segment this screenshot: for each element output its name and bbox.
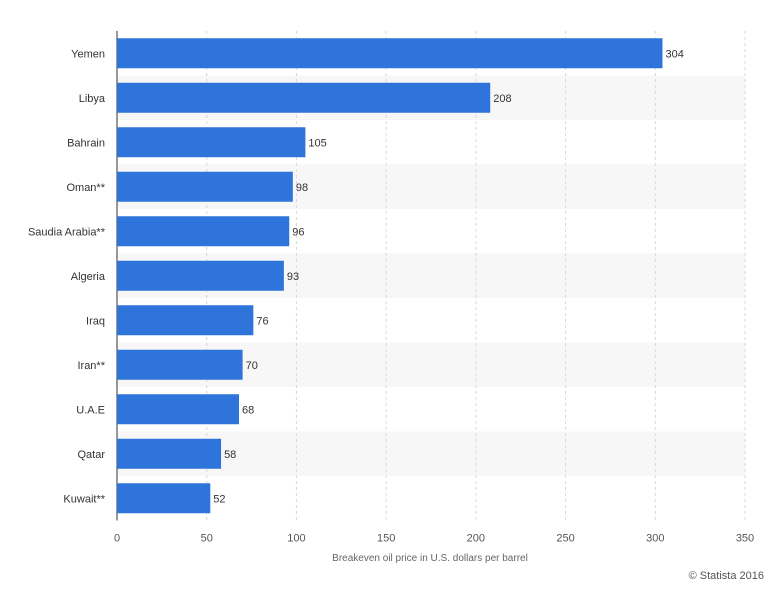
row-band — [117, 431, 745, 476]
category-label: U.A.E — [76, 404, 105, 416]
value-label: 70 — [246, 360, 258, 372]
bar — [117, 349, 243, 380]
bar — [117, 305, 254, 336]
bar — [117, 38, 663, 69]
bar — [117, 171, 293, 202]
bar — [117, 483, 211, 514]
bar — [117, 216, 290, 247]
value-labels: 304 208 105 98 96 93 76 70 68 58 52 — [213, 48, 684, 505]
x-tick-label: 150 — [377, 533, 395, 545]
category-label: Algeria — [71, 271, 106, 283]
value-label: 76 — [256, 315, 268, 327]
x-tick-label: 350 — [736, 533, 754, 545]
value-label: 105 — [308, 137, 326, 149]
value-label: 52 — [213, 493, 225, 505]
bars — [117, 38, 663, 514]
x-tick-label: 100 — [287, 533, 305, 545]
bar — [117, 394, 240, 425]
category-label: Libya — [79, 93, 106, 105]
category-label: Bahrain — [67, 137, 105, 149]
row-bands — [117, 75, 745, 476]
bar — [117, 260, 284, 291]
category-label: Yemen — [71, 48, 105, 60]
bar — [117, 438, 222, 469]
bar — [117, 127, 306, 158]
value-label: 98 — [296, 182, 308, 194]
value-label: 304 — [665, 48, 683, 60]
x-tick-label: 0 — [114, 533, 120, 545]
x-tick-label: 50 — [201, 533, 213, 545]
x-tick-label: 200 — [467, 533, 485, 545]
x-axis-title: Breakeven oil price in U.S. dollars per … — [332, 553, 528, 564]
value-label: 58 — [224, 449, 236, 461]
value-label: 68 — [242, 404, 254, 416]
value-label: 93 — [287, 271, 299, 283]
x-tick-labels: 0 50 100 150 200 250 300 350 — [114, 533, 754, 545]
bar — [117, 82, 491, 113]
category-label: Iraq — [86, 315, 105, 327]
category-label: Qatar — [77, 449, 105, 461]
category-label: Kuwait** — [63, 493, 105, 505]
statista-credit: © Statista 2016 — [688, 570, 764, 582]
category-labels: Yemen Libya Bahrain Oman** Saudia Arabia** Al… — [28, 48, 106, 505]
category-label: Iran** — [77, 360, 105, 372]
category-label: Oman** — [66, 182, 105, 194]
value-label: 96 — [292, 226, 304, 238]
x-tick-label: 250 — [556, 533, 574, 545]
x-tick-label: 300 — [646, 533, 664, 545]
category-label: Saudia Arabia** — [28, 226, 106, 238]
value-label: 208 — [493, 93, 511, 105]
